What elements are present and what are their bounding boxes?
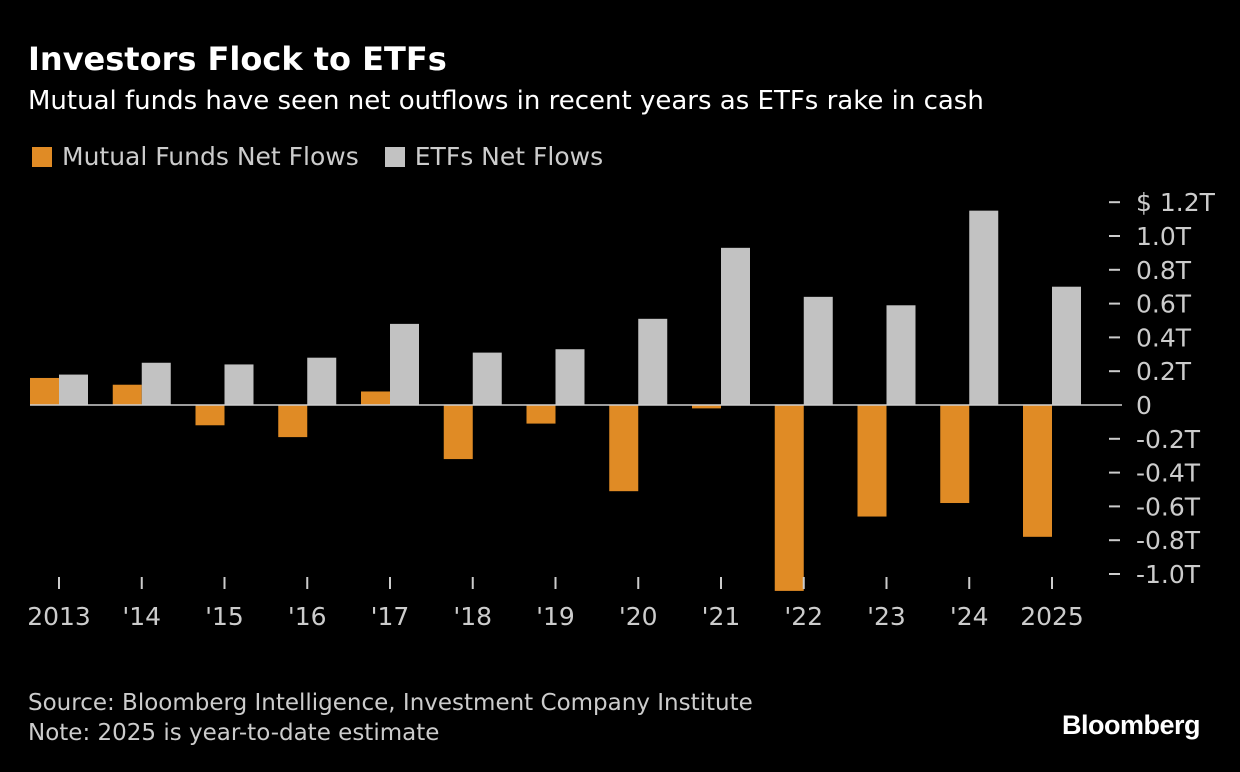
bloomberg-logo: Bloomberg xyxy=(1061,710,1201,740)
bar-etfs-11 xyxy=(969,210,999,405)
bar-etfs-1 xyxy=(141,362,171,405)
x-tick-label-10: '23 xyxy=(867,602,906,631)
x-tick-label-0: 2013 xyxy=(27,602,91,631)
bar-mutual-funds-3 xyxy=(278,405,308,438)
y-tick-label-7: -0.2T xyxy=(1136,425,1201,454)
bar-mutual-funds-12 xyxy=(1023,405,1052,537)
bar-etfs-2 xyxy=(224,364,254,405)
legend-item-mutual-funds: Mutual Funds Net Flows xyxy=(32,142,359,171)
x-tick-label-1: '14 xyxy=(122,602,161,631)
x-tick-label-6: '19 xyxy=(536,602,575,631)
bar-mutual-funds-8 xyxy=(692,405,721,409)
bar-etfs-10 xyxy=(886,305,916,405)
legend-label-etfs: ETFs Net Flows xyxy=(414,142,604,171)
bar-mutual-funds-7 xyxy=(609,405,639,492)
x-tick-label-5: '18 xyxy=(453,602,492,631)
bar-etfs-12 xyxy=(1052,286,1081,405)
bar-etfs-7 xyxy=(638,318,668,405)
y-tick-label-10: -0.8T xyxy=(1136,526,1201,555)
y-tick-label-3: 0.6T xyxy=(1136,290,1192,319)
x-tick-label-7: '20 xyxy=(619,602,658,631)
x-tick-label-8: '21 xyxy=(702,602,741,631)
bar-mutual-funds-10 xyxy=(857,405,887,517)
y-tick-label-6: 0 xyxy=(1136,391,1152,420)
legend: Mutual Funds Net Flows ETFs Net Flows xyxy=(32,142,629,171)
y-tick-label-0: $ 1.2T xyxy=(1136,188,1216,217)
footer: Source: Bloomberg Intelligence, Investme… xyxy=(28,688,753,748)
bar-etfs-0 xyxy=(59,374,88,405)
chart-title: Investors Flock to ETFs xyxy=(28,40,447,78)
bar-etfs-3 xyxy=(307,357,337,405)
bar-mutual-funds-1 xyxy=(112,384,142,405)
legend-swatch-mutual-funds xyxy=(32,146,52,167)
y-tick-label-2: 0.8T xyxy=(1136,256,1192,285)
bar-mutual-funds-5 xyxy=(443,405,473,460)
bar-mutual-funds-4 xyxy=(361,391,390,405)
bar-etfs-4 xyxy=(390,323,419,405)
bar-etfs-6 xyxy=(555,349,585,405)
y-tick-label-11: -1.0T xyxy=(1136,560,1201,589)
bar-mutual-funds-6 xyxy=(526,405,556,424)
y-tick-label-1: 1.0T xyxy=(1136,222,1192,251)
y-tick-label-5: 0.2T xyxy=(1136,357,1192,386)
x-tick-label-11: '24 xyxy=(950,602,989,631)
x-tick-label-9: '22 xyxy=(784,602,823,631)
x-tick-label-2: '15 xyxy=(205,602,244,631)
bar-etfs-5 xyxy=(472,352,502,405)
x-tick-label-3: '16 xyxy=(288,602,327,631)
bar-etfs-9 xyxy=(803,296,833,405)
bar-etfs-8 xyxy=(721,247,750,405)
bar-mutual-funds-2 xyxy=(195,405,225,426)
legend-label-mutual-funds: Mutual Funds Net Flows xyxy=(62,142,359,171)
bar-mutual-funds-9 xyxy=(774,405,804,591)
legend-swatch-etfs xyxy=(384,146,405,167)
y-tick-label-8: -0.4T xyxy=(1136,459,1201,488)
x-tick-label-4: '17 xyxy=(371,602,410,631)
bar-mutual-funds-0 xyxy=(30,377,59,405)
bar-mutual-funds-11 xyxy=(940,405,970,504)
estimate-note: Note: 2025 is year-to-date estimate xyxy=(28,720,440,746)
x-tick-label-12: 2025 xyxy=(1020,602,1084,631)
legend-item-etfs: ETFs Net Flows xyxy=(384,142,604,171)
chart-subtitle: Mutual funds have seen net outflows in r… xyxy=(28,86,984,116)
source-note: Source: Bloomberg Intelligence, Investme… xyxy=(28,690,753,716)
y-tick-label-4: 0.4T xyxy=(1136,323,1192,352)
y-tick-label-9: -0.6T xyxy=(1136,492,1201,521)
